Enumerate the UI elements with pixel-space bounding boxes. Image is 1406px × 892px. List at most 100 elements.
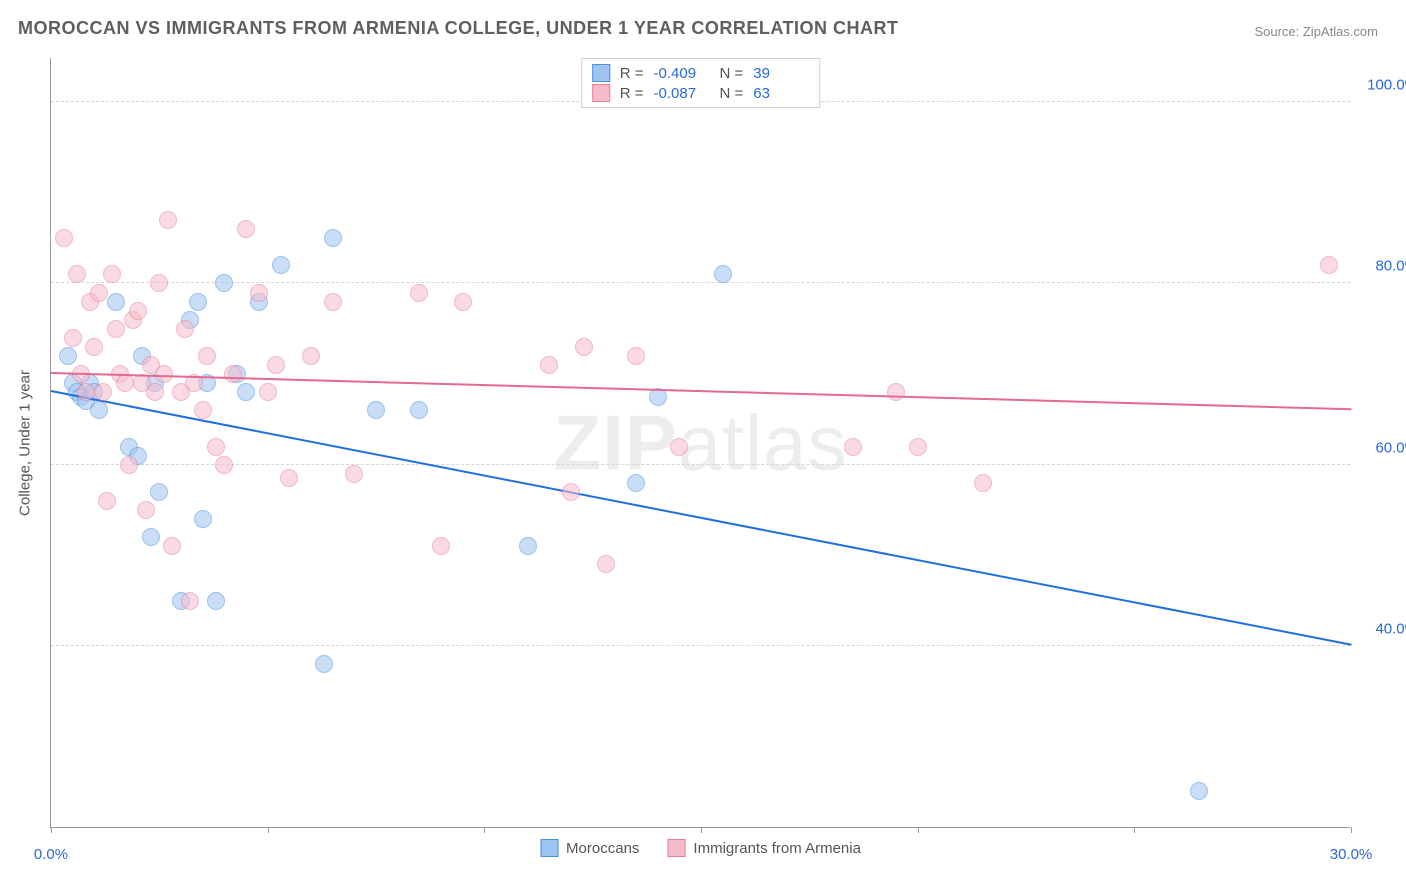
data-point (215, 274, 233, 292)
y-axis-title: College, Under 1 year (17, 370, 34, 516)
data-point (107, 293, 125, 311)
x-tick (1351, 827, 1352, 833)
data-point (410, 401, 428, 419)
data-point (324, 293, 342, 311)
data-point (142, 528, 160, 546)
data-point (324, 229, 342, 247)
data-point (280, 469, 298, 487)
data-point (887, 383, 905, 401)
watermark-bold: ZIP (553, 398, 677, 486)
data-point (159, 211, 177, 229)
data-point (163, 537, 181, 555)
legend-label-armenia: Immigrants from Armenia (693, 840, 861, 857)
gridline (51, 464, 1350, 465)
data-point (237, 383, 255, 401)
data-point (116, 374, 134, 392)
data-point (55, 229, 73, 247)
legend-row-armenia: R = -0.087 N = 63 (592, 83, 810, 103)
data-point (670, 438, 688, 456)
data-point (575, 338, 593, 356)
x-tick (268, 827, 269, 833)
source-link[interactable]: ZipAtlas.com (1303, 24, 1378, 39)
data-point (68, 265, 86, 283)
data-point (90, 284, 108, 302)
x-tick (484, 827, 485, 833)
scatter-chart: College, Under 1 year R = -0.409 N = 39 … (50, 58, 1350, 828)
swatch-armenia (592, 84, 610, 102)
swatch-armenia-icon (667, 839, 685, 857)
data-point (207, 592, 225, 610)
watermark: ZIPatlas (553, 397, 847, 488)
y-tick-label: 40.0% (1358, 620, 1406, 637)
data-point (714, 265, 732, 283)
data-point (597, 555, 615, 573)
series-legend: Moroccans Immigrants from Armenia (540, 839, 861, 857)
trend-line (51, 390, 1351, 646)
chart-title: MOROCCAN VS IMMIGRANTS FROM ARMENIA COLL… (18, 18, 899, 39)
data-point (1320, 256, 1338, 274)
data-point (194, 510, 212, 528)
data-point (150, 274, 168, 292)
data-point (315, 655, 333, 673)
data-point (150, 483, 168, 501)
swatch-moroccans-icon (540, 839, 558, 857)
data-point (107, 320, 125, 338)
data-point (627, 474, 645, 492)
data-point (519, 537, 537, 555)
x-tick (51, 827, 52, 833)
data-point (302, 347, 320, 365)
data-point (94, 383, 112, 401)
correlation-legend: R = -0.409 N = 39 R = -0.087 N = 63 (581, 58, 821, 108)
y-tick-label: 80.0% (1358, 258, 1406, 275)
r-value-moroccans: -0.409 (654, 65, 710, 82)
data-point (259, 383, 277, 401)
x-tick (918, 827, 919, 833)
data-point (181, 592, 199, 610)
n-value-armenia: 63 (753, 85, 809, 102)
n-value-moroccans: 39 (753, 65, 809, 82)
data-point (64, 329, 82, 347)
source-credit: Source: ZipAtlas.com (1254, 24, 1378, 39)
data-point (59, 347, 77, 365)
data-point (974, 474, 992, 492)
y-tick-label: 60.0% (1358, 439, 1406, 456)
x-tick-label: 30.0% (1330, 846, 1373, 863)
legend-row-moroccans: R = -0.409 N = 39 (592, 63, 810, 83)
data-point (198, 347, 216, 365)
y-tick-label: 100.0% (1358, 77, 1406, 94)
data-point (98, 492, 116, 510)
data-point (207, 438, 225, 456)
data-point (909, 438, 927, 456)
n-label: N = (720, 65, 744, 82)
data-point (77, 383, 95, 401)
data-point (224, 365, 242, 383)
data-point (85, 338, 103, 356)
x-tick (701, 827, 702, 833)
data-point (237, 220, 255, 238)
data-point (146, 383, 164, 401)
n-label: N = (720, 85, 744, 102)
gridline (51, 282, 1350, 283)
data-point (454, 293, 472, 311)
data-point (410, 284, 428, 302)
swatch-moroccans (592, 64, 610, 82)
data-point (272, 256, 290, 274)
data-point (137, 501, 155, 519)
x-tick-label: 0.0% (34, 846, 68, 863)
data-point (120, 456, 138, 474)
source-prefix: Source: (1254, 24, 1302, 39)
data-point (176, 320, 194, 338)
data-point (189, 293, 207, 311)
data-point (345, 465, 363, 483)
legend-item-armenia: Immigrants from Armenia (667, 839, 861, 857)
data-point (194, 401, 212, 419)
x-tick (1134, 827, 1135, 833)
legend-item-moroccans: Moroccans (540, 839, 639, 857)
r-label: R = (620, 65, 644, 82)
data-point (1190, 782, 1208, 800)
gridline (51, 645, 1350, 646)
data-point (540, 356, 558, 374)
data-point (103, 265, 121, 283)
data-point (627, 347, 645, 365)
r-value-armenia: -0.087 (654, 85, 710, 102)
